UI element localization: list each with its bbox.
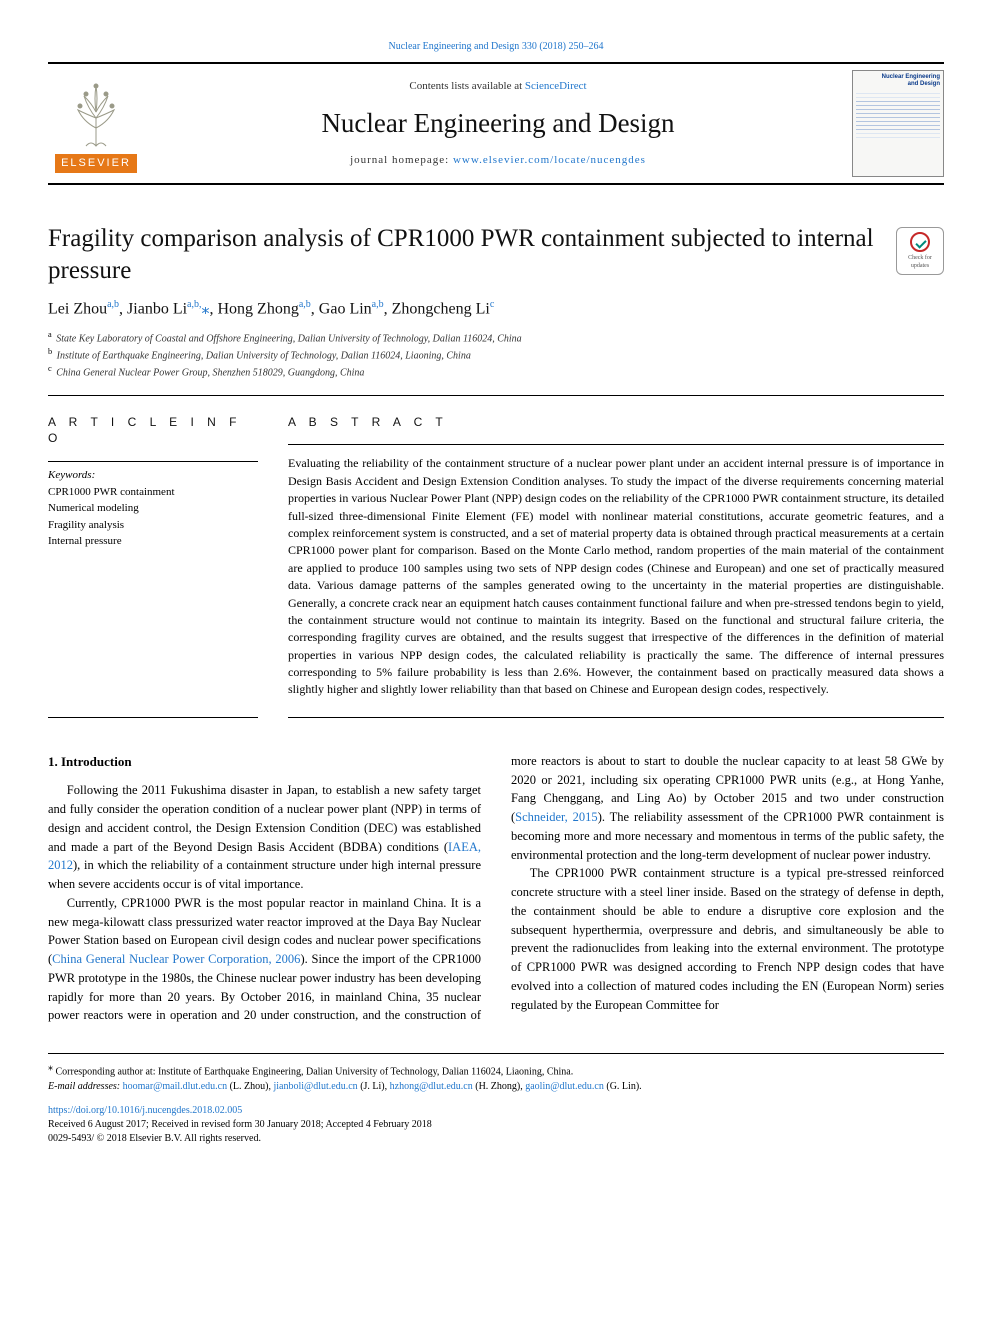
received-dates: Received 6 August 2017; Received in revi… <box>48 1119 432 1130</box>
keyword-item: CPR1000 PWR containment <box>48 484 258 501</box>
crossmark-icon <box>910 232 930 252</box>
body-paragraph: Following the 2011 Fukushima disaster in… <box>48 781 481 894</box>
affiliation-item: c China General Nuclear Power Group, She… <box>48 363 944 380</box>
affiliation-item: a State Key Laboratory of Coastal and Of… <box>48 329 944 346</box>
running-head-link[interactable]: Nuclear Engineering and Design 330 (2018… <box>389 41 604 52</box>
keywords-label: Keywords: <box>48 468 258 483</box>
keyword-item: Numerical modeling <box>48 500 258 517</box>
corresponding-author: Corresponding author at: Institute of Ea… <box>56 1066 574 1077</box>
affiliations: a State Key Laboratory of Coastal and Of… <box>48 329 944 381</box>
article-body: 1. Introduction Following the 2011 Fukus… <box>48 752 944 1025</box>
affiliation-item: b Institute of Earthquake Engineering, D… <box>48 346 944 363</box>
body-paragraph: The CPR1000 PWR containment structure is… <box>511 864 944 1014</box>
email-link[interactable]: jianboli@dlut.edu.cn <box>273 1081 357 1092</box>
citation-link[interactable]: Schneider, 2015 <box>515 810 598 824</box>
article-title: Fragility comparison analysis of CPR1000… <box>48 223 878 286</box>
email-link[interactable]: hoomar@mail.dlut.edu.cn <box>123 1081 227 1092</box>
doi-link[interactable]: https://doi.org/10.1016/j.nucengdes.2018… <box>48 1105 242 1116</box>
author-list: Lei Zhoua,b, Jianbo Lia,b,⁎, Hong Zhonga… <box>48 298 944 321</box>
journal-header: ELSEVIER Contents lists available at Sci… <box>48 62 944 185</box>
email-link[interactable]: hzhong@dlut.edu.cn <box>390 1081 473 1092</box>
abstract-heading: A B S T R A C T <box>288 414 944 431</box>
keyword-item: Fragility analysis <box>48 517 258 534</box>
elsevier-tree-icon <box>61 74 131 152</box>
abstract-text: Evaluating the reliability of the contai… <box>288 455 944 698</box>
running-head: Nuclear Engineering and Design 330 (2018… <box>48 40 944 54</box>
footnotes: ⁎ Corresponding author at: Institute of … <box>48 1053 944 1146</box>
journal-homepage: journal homepage: www.elsevier.com/locat… <box>144 153 852 168</box>
elsevier-wordmark: ELSEVIER <box>55 154 137 173</box>
homepage-link[interactable]: www.elsevier.com/locate/nucengdes <box>453 154 646 166</box>
citation-link[interactable]: China General Nuclear Power Corporation,… <box>52 952 300 966</box>
contents-available: Contents lists available at ScienceDirec… <box>144 79 852 94</box>
keywords-list: CPR1000 PWR containmentNumerical modelin… <box>48 484 258 550</box>
email-addresses: E-mail addresses: hoomar@mail.dlut.edu.c… <box>48 1079 944 1094</box>
keyword-item: Internal pressure <box>48 533 258 550</box>
journal-cover-thumb: Nuclear Engineeringand Design <box>852 70 944 177</box>
journal-name: Nuclear Engineering and Design <box>144 105 852 143</box>
email-link[interactable]: gaolin@dlut.edu.cn <box>525 1081 604 1092</box>
copyright-line: 0029-5493/ © 2018 Elsevier B.V. All righ… <box>48 1133 261 1144</box>
check-for-updates-badge[interactable]: Check for updates <box>896 227 944 275</box>
section-heading: 1. Introduction <box>48 752 481 772</box>
sciencedirect-link[interactable]: ScienceDirect <box>525 80 587 92</box>
elsevier-logo: ELSEVIER <box>48 70 144 177</box>
article-info-heading: A R T I C L E I N F O <box>48 414 258 448</box>
